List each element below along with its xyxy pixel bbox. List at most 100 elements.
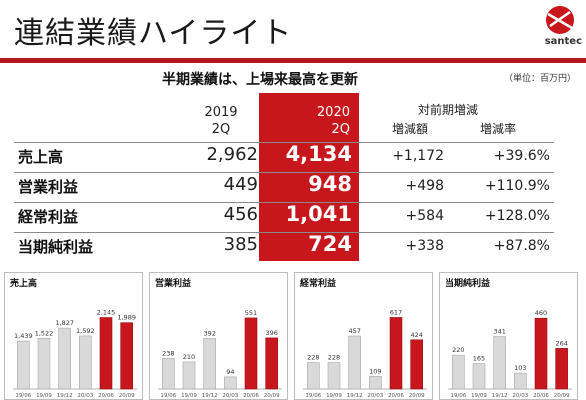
chart-title-ordinary-profit: 経常利益 xyxy=(300,279,337,289)
chart-bar xyxy=(514,372,527,390)
chart-data-label: 1,827 xyxy=(55,319,74,327)
chart-bar xyxy=(203,338,216,390)
chart-tick-label: 20/06 xyxy=(243,393,259,399)
header-prev: 2019 2Q xyxy=(190,104,252,138)
chart-data-label: 1,522 xyxy=(35,329,54,337)
chart-net-income: 220 19/06 165 19/09 341 19/12 103 20/03 460 20/06… xyxy=(448,309,572,399)
chart-tick-label: 20/09 xyxy=(554,393,570,399)
chart-tick-label: 20/09 xyxy=(119,393,135,399)
cell-operating-prev: 449 xyxy=(223,174,258,195)
chart-tick-label: 19/06 xyxy=(450,393,466,399)
chart-bar xyxy=(99,317,113,390)
header-curr: 2020 2Q xyxy=(270,104,350,138)
chart-bar xyxy=(307,362,320,390)
cell-net-curr: 724 xyxy=(308,232,352,256)
chart-operating-profit: 238 19/06 210 19/09 392 19/12 94 20/03 551 20/06 3… xyxy=(158,309,282,399)
chart-panel-net-income: 当期純利益 220 19/06 165 19/09 341 19/12 103 20/03 46… xyxy=(439,272,578,400)
chart-data-label: 392 xyxy=(203,329,215,337)
chart-data-label: 1,989 xyxy=(117,314,136,322)
row-label-operating-profit: 営業利益 xyxy=(18,178,79,196)
chart-bar xyxy=(265,337,278,390)
chart-ordinary-profit: 228 19/06 228 19/09 457 19/12 109 20/03 617 20/06… xyxy=(303,308,427,399)
cell-operating-rate: +110.9% xyxy=(484,178,550,194)
chart-tick-label: 19/09 xyxy=(326,393,342,399)
page-title: 連結業績ハイライト xyxy=(14,16,293,51)
chart-tick-label: 20/09 xyxy=(409,393,425,399)
header-rate: 増減率 xyxy=(480,122,517,136)
chart-bar xyxy=(327,362,341,390)
chart-title-net-income: 当期純利益 xyxy=(445,279,491,289)
chart-data-label: 264 xyxy=(555,339,567,347)
chart-tick-label: 19/06 xyxy=(305,393,321,399)
cell-sales-curr: 4,134 xyxy=(285,142,352,166)
chart-tick-label: 19/12 xyxy=(202,393,218,399)
chart-tick-label: 19/12 xyxy=(57,393,73,399)
row-divider xyxy=(14,172,554,173)
chart-tick-label: 20/03 xyxy=(77,393,93,399)
chart-data-label: 1,439 xyxy=(14,332,33,340)
cell-sales-rate: +39.6% xyxy=(493,148,550,164)
chart-data-label: 457 xyxy=(348,327,360,335)
chart-bar xyxy=(348,335,361,390)
chart-tick-label: 19/06 xyxy=(160,393,176,399)
chart-bar xyxy=(224,376,237,390)
cell-net-diff: +338 xyxy=(405,238,444,254)
chart-bar xyxy=(162,357,175,390)
row-label-net-income: 当期純利益 xyxy=(18,238,94,256)
row-divider xyxy=(14,142,554,143)
chart-data-label: 165 xyxy=(473,355,485,363)
cell-ordinary-diff: +584 xyxy=(405,208,444,224)
chart-bar xyxy=(182,361,196,390)
chart-data-label: 109 xyxy=(369,367,381,375)
chart-data-label: 551 xyxy=(245,309,257,317)
chart-panel-ordinary-profit: 経常利益 228 19/06 228 19/09 457 19/12 109 20/03 617… xyxy=(294,272,433,400)
chart-tick-label: 20/03 xyxy=(512,393,528,399)
chart-tick-label: 19/12 xyxy=(347,393,363,399)
chart-title-sales: 売上高 xyxy=(10,279,38,289)
chart-bar xyxy=(244,317,258,390)
title-rule xyxy=(0,58,586,63)
header-curr-year: 2020 xyxy=(316,105,350,120)
cell-ordinary-rate: +128.0% xyxy=(484,208,550,224)
chart-data-label: 228 xyxy=(307,354,319,362)
chart-tick-label: 19/09 xyxy=(471,393,487,399)
chart-data-label: 2,145 xyxy=(97,309,116,317)
headline: 半期業績は、上場来最高を更新 xyxy=(162,72,358,88)
chart-tick-label: 20/06 xyxy=(388,393,404,399)
header-curr-quarter: 2Q xyxy=(331,122,350,137)
chart-tick-label: 19/09 xyxy=(36,393,52,399)
row-label-ordinary-profit: 経常利益 xyxy=(18,208,79,226)
chart-tick-label: 20/03 xyxy=(222,393,238,399)
chart-data-label: 238 xyxy=(162,349,174,357)
chart-data-label: 341 xyxy=(493,328,505,336)
chart-bar xyxy=(452,354,465,390)
chart-data-label: 1,592 xyxy=(76,327,95,335)
cell-net-rate: +87.8% xyxy=(493,238,550,254)
chart-bar xyxy=(493,336,506,390)
summary-table: 2019 2Q 2020 2Q 対前期増減 増減額 増減率 売上高 2,962 … xyxy=(14,93,554,261)
chart-data-label: 220 xyxy=(452,346,464,354)
header-prev-quarter: 2Q xyxy=(211,122,231,137)
chart-data-label: 460 xyxy=(535,309,547,317)
chart-data-label: 228 xyxy=(328,354,340,362)
chart-bar xyxy=(369,376,382,390)
row-divider xyxy=(14,202,554,203)
chart-tick-label: 20/06 xyxy=(533,393,549,399)
chart-data-label: 94 xyxy=(226,368,234,376)
chart-tick-label: 19/06 xyxy=(15,393,31,399)
chart-title-operating-profit: 営業利益 xyxy=(155,279,192,289)
unit-note: （単位：百万円） xyxy=(503,74,576,84)
chart-bar xyxy=(472,363,486,390)
chart-data-label: 103 xyxy=(514,364,526,372)
chart-bar xyxy=(17,340,30,390)
chart-sales: 1,439 19/06 1,522 19/09 1,827 19/12 1,592 20/03… xyxy=(13,309,137,399)
chart-bar xyxy=(555,348,568,390)
chart-tick-label: 19/09 xyxy=(181,393,197,399)
cell-operating-curr: 948 xyxy=(308,172,352,196)
cell-sales-diff: +1,172 xyxy=(392,148,444,164)
chart-tick-label: 20/06 xyxy=(98,393,114,399)
chart-data-label: 617 xyxy=(390,308,402,316)
header-prev-year: 2019 xyxy=(204,105,238,120)
chart-panel-sales: 売上高 1,439 19/06 1,522 19/09 1,827 19/12 1,592 2… xyxy=(4,272,143,400)
row-divider xyxy=(14,232,554,233)
